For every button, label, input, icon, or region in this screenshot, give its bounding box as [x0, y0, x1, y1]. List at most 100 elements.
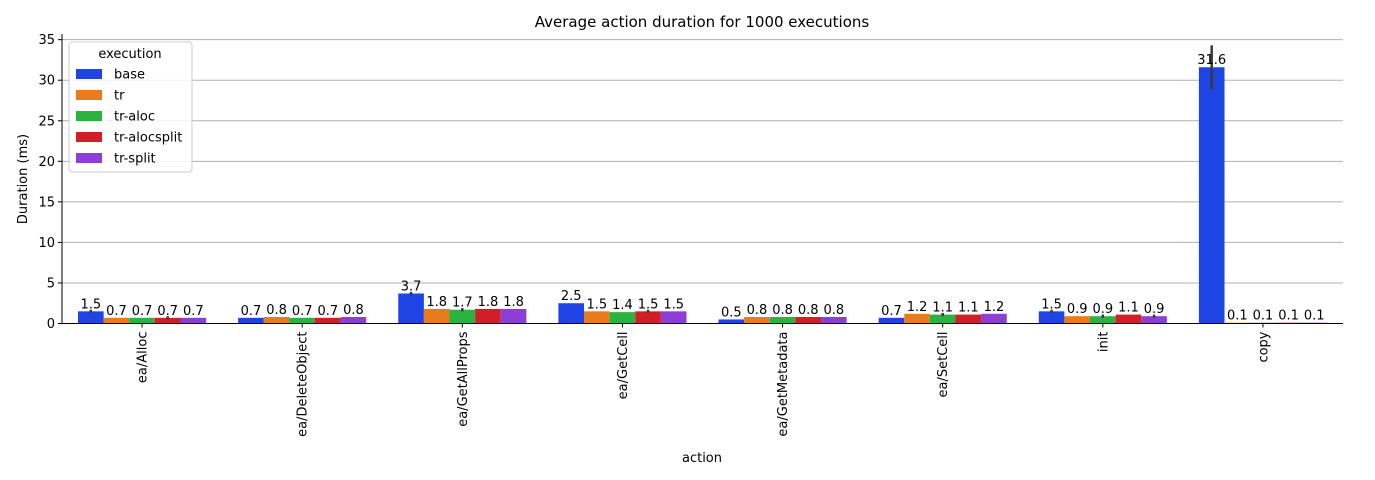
x-tick-label: ea/GetAllProps [456, 331, 471, 427]
data-label: 0.8 [798, 303, 819, 318]
data-label: 0.8 [772, 303, 793, 318]
bar-tr-split-ea/GetCell [660, 311, 687, 324]
x-tick-label: ea/SetCell [936, 332, 951, 398]
y-axis-label: Duration (ms) [16, 134, 31, 224]
data-label: 1.5 [1041, 297, 1062, 312]
bar-base-copy [1198, 67, 1225, 324]
bar-base-ea/Alloc [78, 311, 104, 324]
data-label: 1.2 [984, 300, 1005, 315]
bar-tr-aloc-ea/GetAllProps [449, 309, 476, 324]
bar-tr-aloc-ea/GetMetadata [769, 317, 796, 324]
data-label: 0.1 [1227, 309, 1248, 324]
data-label: 0.7 [183, 304, 204, 319]
legend: execution base tr tr-aloc tr-alocsplit tr-sp… [68, 41, 193, 173]
bar-tr-split-ea/SetCell [981, 313, 1007, 324]
data-label: 1.1 [958, 301, 979, 316]
bar-tr-alocsplit-ea/DeleteObject [314, 317, 341, 324]
bar-groups [78, 67, 1327, 324]
data-label: 1.5 [638, 297, 659, 312]
bar-base-ea/DeleteObject [238, 317, 264, 324]
data-label: 3.7 [401, 279, 422, 294]
y-tick-label: 20 [38, 155, 55, 170]
legend-label: tr-alocsplit [114, 131, 182, 146]
bar-tr-alocsplit-ea/Alloc [154, 317, 181, 324]
bar-tr-ea/GetCell [584, 311, 610, 324]
y-gridlines [62, 39, 1343, 324]
legend-swatch [76, 153, 102, 163]
data-label: 31.6 [1197, 53, 1226, 68]
x-tick-label: ea/GetMetadata [776, 332, 791, 437]
bar-tr-alocsplit-ea/GetMetadata [795, 317, 821, 324]
bar-tr-ea/GetMetadata [744, 317, 770, 324]
data-label: 0.7 [132, 304, 153, 319]
axes [61, 34, 1343, 324]
data-label: 1.7 [452, 296, 473, 311]
data-label: 0.7 [317, 304, 338, 319]
bar-tr-init [1064, 316, 1091, 324]
data-label: 0.5 [721, 305, 742, 320]
x-tick-label: copy [1256, 331, 1271, 362]
y-tick-label: 15 [38, 195, 55, 210]
data-label: 1.8 [478, 295, 499, 310]
bar-base-ea/GetAllProps [398, 293, 424, 324]
bar-tr-alocsplit-init [1115, 314, 1142, 324]
data-label: 1.5 [80, 297, 101, 312]
y-tick-label: 5 [47, 276, 55, 291]
y-ticks: 0 5 10 15 20 25 30 35 [38, 33, 62, 332]
data-label: 1.8 [426, 295, 447, 310]
bar-tr-split-ea/Alloc [180, 317, 207, 324]
bar-tr-ea/DeleteObject [263, 317, 290, 324]
bar-base-ea/SetCell [878, 317, 905, 324]
data-label: 0.9 [1067, 302, 1088, 317]
data-labels: 1.5 0.7 3.7 2.5 0.5 0.7 1.5 31.6 0.7 0.8 1.8 1.5 0.8… [80, 53, 1324, 323]
data-label: 0.8 [343, 303, 364, 318]
data-label: 0.8 [747, 303, 768, 318]
data-label: 0.7 [241, 304, 262, 319]
data-label: 0.7 [292, 304, 313, 319]
bar-tr-split-ea/GetMetadata [820, 317, 847, 324]
data-label: 1.4 [612, 298, 633, 313]
legend-label: tr [114, 89, 125, 104]
data-label: 0.9 [1144, 302, 1165, 317]
x-tick-label: init [1096, 332, 1111, 353]
data-label: 2.5 [561, 289, 582, 304]
bar-tr-alocsplit-ea/GetAllProps [475, 308, 501, 324]
bar-tr-ea/GetAllProps [423, 308, 450, 324]
data-label: 0.9 [1092, 302, 1113, 317]
x-axis-label: action [682, 451, 722, 466]
legend-swatch [76, 69, 102, 79]
data-label: 1.2 [907, 300, 928, 315]
bar-base-ea/GetCell [558, 303, 585, 324]
y-tick-label: 10 [38, 236, 55, 251]
data-label: 1.8 [503, 295, 524, 310]
data-label: 0.1 [1278, 309, 1299, 324]
data-label: 0.7 [881, 304, 902, 319]
x-ticks: ea/Alloc ea/DeleteObject ea/GetAllProps ea/… [136, 323, 1271, 437]
legend-label: base [114, 68, 145, 83]
y-tick-label: 30 [38, 74, 55, 89]
error-bars [89, 45, 1213, 320]
bar-tr-aloc-ea/DeleteObject [289, 317, 315, 324]
legend-label: tr-split [114, 152, 156, 167]
bar-base-ea/GetMetadata [718, 319, 745, 324]
data-label: 1.1 [932, 301, 953, 316]
data-label: 0.8 [266, 303, 287, 318]
x-tick-label: ea/DeleteObject [296, 332, 311, 437]
data-label: 1.5 [663, 297, 684, 312]
y-tick-label: 35 [38, 33, 55, 48]
data-label: 1.1 [1118, 301, 1139, 316]
bar-base-init [1038, 311, 1065, 324]
data-label: 0.8 [823, 303, 844, 318]
bar-tr-ea/Alloc [103, 317, 130, 324]
bar-tr-split-init [1141, 316, 1167, 324]
y-tick-label: 0 [47, 317, 55, 332]
bar-tr-ea/SetCell [904, 313, 930, 324]
data-label: 0.1 [1304, 309, 1325, 324]
data-label: 0.7 [157, 304, 178, 319]
bar-tr-split-ea/GetAllProps [500, 308, 527, 324]
x-tick-label: ea/Alloc [136, 332, 151, 384]
data-label: 1.5 [586, 297, 607, 312]
chart-title: Average action duration for 1000 executi… [535, 13, 870, 31]
data-label: 0.7 [106, 304, 127, 319]
